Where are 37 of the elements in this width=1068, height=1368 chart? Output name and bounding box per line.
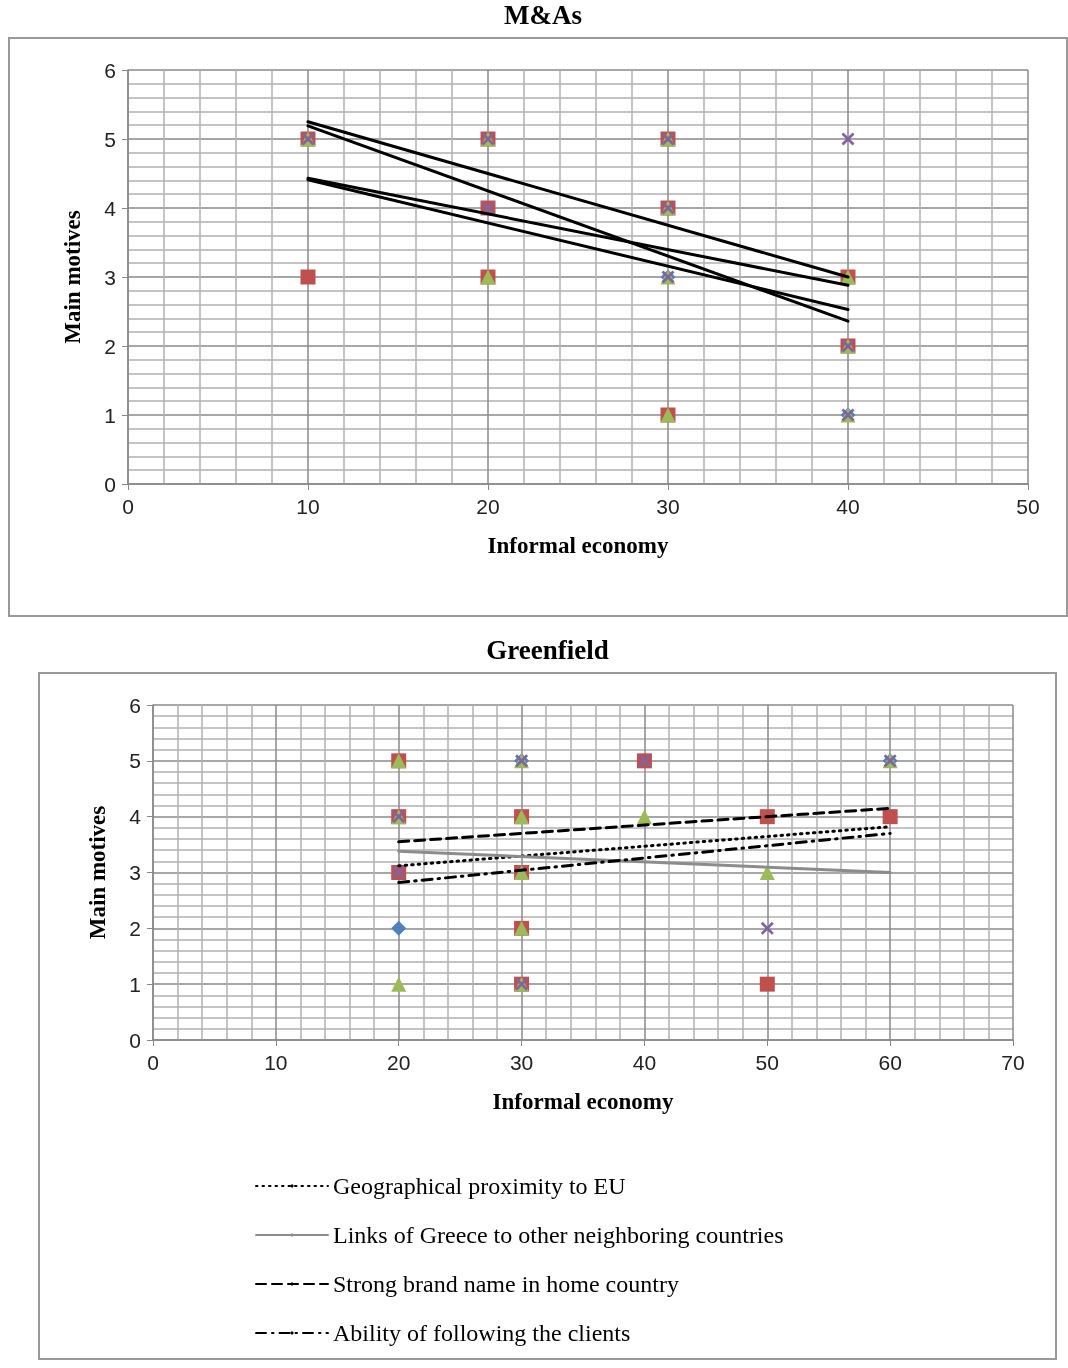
y-axis-title: Main motives: [60, 210, 85, 344]
x-tick-label: 20: [476, 495, 500, 518]
x-tick-label: 60: [878, 1051, 902, 1074]
x-tick-label: 30: [509, 1051, 534, 1074]
x-tick-label: 70: [1001, 1051, 1025, 1074]
x-tick-label: 10: [296, 495, 320, 518]
y-tick-label: 0: [104, 472, 116, 496]
y-tick-label: 5: [104, 127, 116, 151]
y-tick-label: 0: [129, 1028, 141, 1052]
chart-title: Greenfield: [485, 635, 610, 667]
y-axis-title: Main motives: [85, 805, 110, 940]
legend-label: Strong brand name in home country: [333, 1271, 679, 1297]
legend-label: Ability of following the clients: [333, 1320, 631, 1346]
y-tick-label: 6: [129, 693, 141, 717]
y-tick-label: 2: [129, 916, 141, 940]
x-tick-label: 30: [656, 495, 680, 518]
y-tick-label: 6: [104, 58, 116, 82]
x-tick-label: 50: [755, 1051, 779, 1074]
y-tick-label: 1: [129, 972, 141, 996]
x-tick-label: 0: [147, 1051, 159, 1074]
x-tick-label: 10: [264, 1051, 288, 1074]
x-axis-title: Informal economy: [492, 1089, 674, 1114]
x-tick-label: 50: [1016, 495, 1040, 518]
y-tick-label: 4: [129, 805, 142, 829]
y-tick-label: 1: [104, 403, 116, 427]
y-tick-label: 5: [129, 749, 141, 773]
x-tick-label: 20: [387, 1051, 411, 1074]
y-tick-label: 2: [104, 334, 116, 358]
legend-label: Geographical proximity to EU: [333, 1173, 626, 1199]
x-tick-label: 40: [836, 495, 860, 518]
x-axis-title: Informal economy: [487, 533, 669, 558]
legend-label: Links of Greece to other neighboring countries: [333, 1222, 784, 1248]
y-tick-label: 4: [104, 196, 117, 220]
y-tick-label: 3: [104, 265, 116, 289]
y-tick-label: 3: [129, 861, 141, 884]
x-tick-label: 40: [632, 1051, 657, 1074]
chart-title: M&As: [503, 0, 583, 32]
